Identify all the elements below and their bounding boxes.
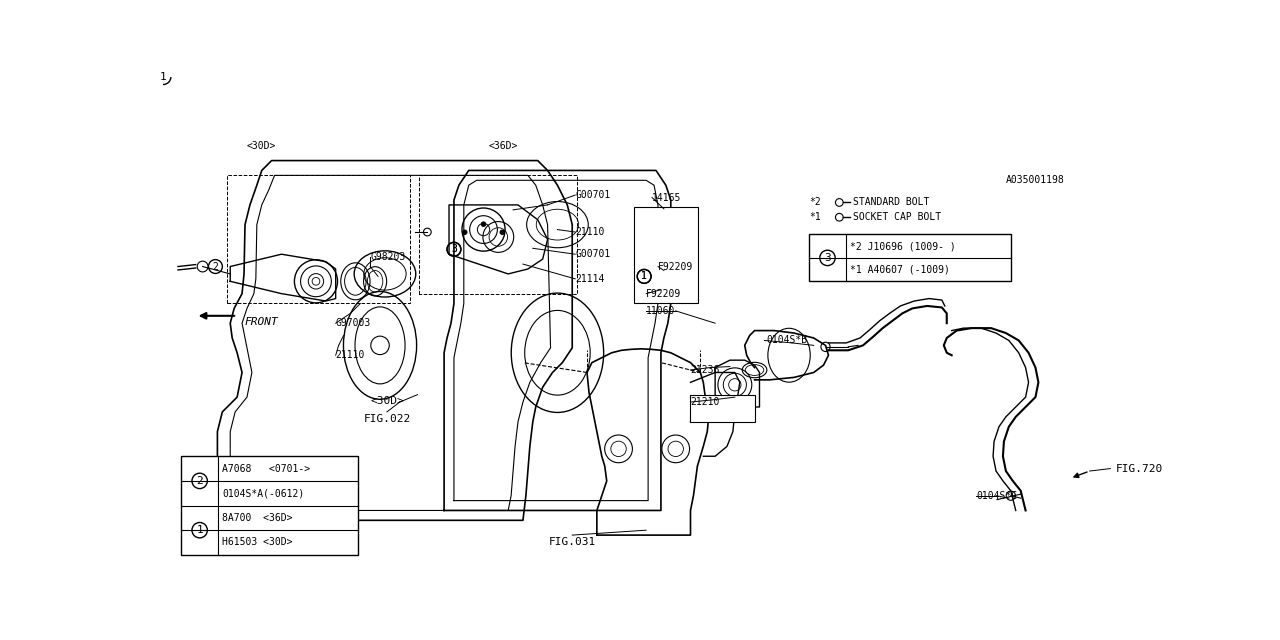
Text: 1: 1 bbox=[641, 271, 648, 282]
Text: <30D>: <30D> bbox=[370, 396, 403, 406]
Text: *1 A40607 (-1009): *1 A40607 (-1009) bbox=[850, 264, 950, 275]
Text: H61503 <30D>: H61503 <30D> bbox=[223, 538, 293, 547]
Text: STANDARD BOLT: STANDARD BOLT bbox=[854, 198, 929, 207]
Text: 21210: 21210 bbox=[690, 397, 719, 407]
Bar bbox=[690, 395, 755, 422]
Text: A7068   <0701->: A7068 <0701-> bbox=[223, 463, 310, 474]
Text: 0104S*C: 0104S*C bbox=[913, 254, 954, 264]
Text: 1: 1 bbox=[160, 72, 166, 82]
Text: FRONT: FRONT bbox=[244, 317, 278, 327]
Text: FIG.022: FIG.022 bbox=[364, 414, 411, 424]
Text: F92209: F92209 bbox=[646, 289, 681, 299]
Circle shape bbox=[500, 230, 504, 235]
Text: <36D>: <36D> bbox=[489, 141, 518, 151]
Bar bbox=[180, 456, 358, 555]
Text: 1: 1 bbox=[196, 525, 204, 535]
Text: FIG.031: FIG.031 bbox=[549, 538, 596, 547]
Circle shape bbox=[481, 222, 486, 227]
Text: 8A700  <36D>: 8A700 <36D> bbox=[223, 513, 293, 523]
Text: 0104S*C: 0104S*C bbox=[977, 491, 1018, 500]
Text: 11060: 11060 bbox=[646, 306, 676, 316]
Text: 21110: 21110 bbox=[335, 350, 365, 360]
Text: *2: *2 bbox=[809, 198, 820, 207]
Text: <30D>: <30D> bbox=[247, 141, 276, 151]
Text: 14165: 14165 bbox=[652, 193, 681, 202]
Bar bbox=[809, 234, 1011, 282]
Bar bbox=[635, 207, 699, 303]
Text: *2 J10696 (1009- ): *2 J10696 (1009- ) bbox=[850, 241, 956, 251]
Text: F92209: F92209 bbox=[658, 262, 694, 271]
Text: 3: 3 bbox=[451, 244, 457, 254]
Text: G00701: G00701 bbox=[575, 190, 611, 200]
Circle shape bbox=[462, 230, 467, 235]
Text: 3: 3 bbox=[824, 253, 831, 263]
Text: 1: 1 bbox=[641, 271, 648, 282]
Text: 2: 2 bbox=[196, 476, 204, 486]
Text: A035001198: A035001198 bbox=[1006, 175, 1065, 186]
Text: FIG.720: FIG.720 bbox=[1115, 463, 1162, 474]
Text: 0104S*B: 0104S*B bbox=[767, 335, 808, 346]
Text: G00701: G00701 bbox=[575, 249, 611, 259]
Text: 21110: 21110 bbox=[575, 227, 604, 237]
Text: 3: 3 bbox=[451, 244, 457, 254]
Text: SOCKET CAP BOLT: SOCKET CAP BOLT bbox=[854, 212, 941, 222]
Text: 0104S*A(-0612): 0104S*A(-0612) bbox=[223, 488, 305, 498]
Text: 21236: 21236 bbox=[690, 365, 719, 375]
Text: 2: 2 bbox=[212, 262, 219, 271]
Text: 21114: 21114 bbox=[575, 274, 604, 284]
Text: G97003: G97003 bbox=[335, 318, 371, 328]
Text: *1: *1 bbox=[809, 212, 820, 222]
Circle shape bbox=[312, 278, 320, 285]
Text: G98203: G98203 bbox=[370, 252, 406, 262]
